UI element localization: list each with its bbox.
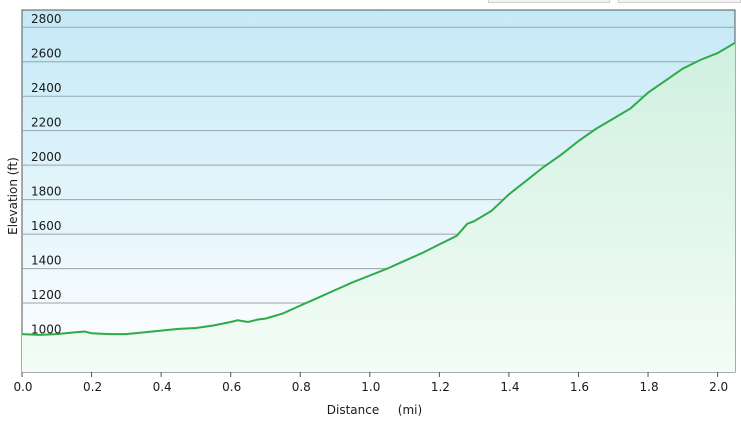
y-tick-label: 1000 (31, 323, 62, 337)
x-tick-label: 0.4 (153, 380, 172, 394)
y-tick-label: 1800 (31, 185, 62, 199)
y-axis-label: Elevation (ft) (6, 157, 20, 235)
x-tick-label: 0.6 (222, 380, 241, 394)
y-tick-label: 2400 (31, 81, 62, 95)
y-tick-label: 2600 (31, 47, 62, 61)
x-tick-label: 1.2 (431, 380, 450, 394)
x-tick-label: 2.0 (709, 380, 728, 394)
x-tick-label: 0.8 (292, 380, 311, 394)
top-tab-left (488, 0, 610, 3)
x-axis-unit: (mi) (398, 403, 422, 417)
y-tick-label: 1400 (31, 254, 62, 268)
x-tick-label: 0.0 (13, 380, 32, 394)
x-tick-label: 1.0 (361, 380, 380, 394)
elevation-line (21, 41, 736, 336)
x-tick-label: 1.6 (570, 380, 589, 394)
x-tick-labels: 0.0 0.2 0.4 0.6 0.8 1.0 1.2 1.4 1.6 1.8 2.0 (13, 372, 728, 394)
x-tick-label: 0.2 (83, 380, 102, 394)
y-tick-label: 2200 (31, 116, 62, 130)
x-tick-label: 1.4 (500, 380, 519, 394)
elevation-area (22, 42, 735, 373)
x-axis-label: Distance (327, 403, 379, 417)
y-tick-label: 1200 (31, 288, 62, 302)
y-tick-label: 2000 (31, 150, 62, 164)
y-tick-label: 1600 (31, 219, 62, 233)
y-tick-labels: 1000 1200 1400 1600 1800 2000 2200 2400 2600 2800 (31, 12, 62, 336)
y-tick-label: 2800 (31, 12, 62, 26)
x-tick-label: 1.8 (640, 380, 659, 394)
